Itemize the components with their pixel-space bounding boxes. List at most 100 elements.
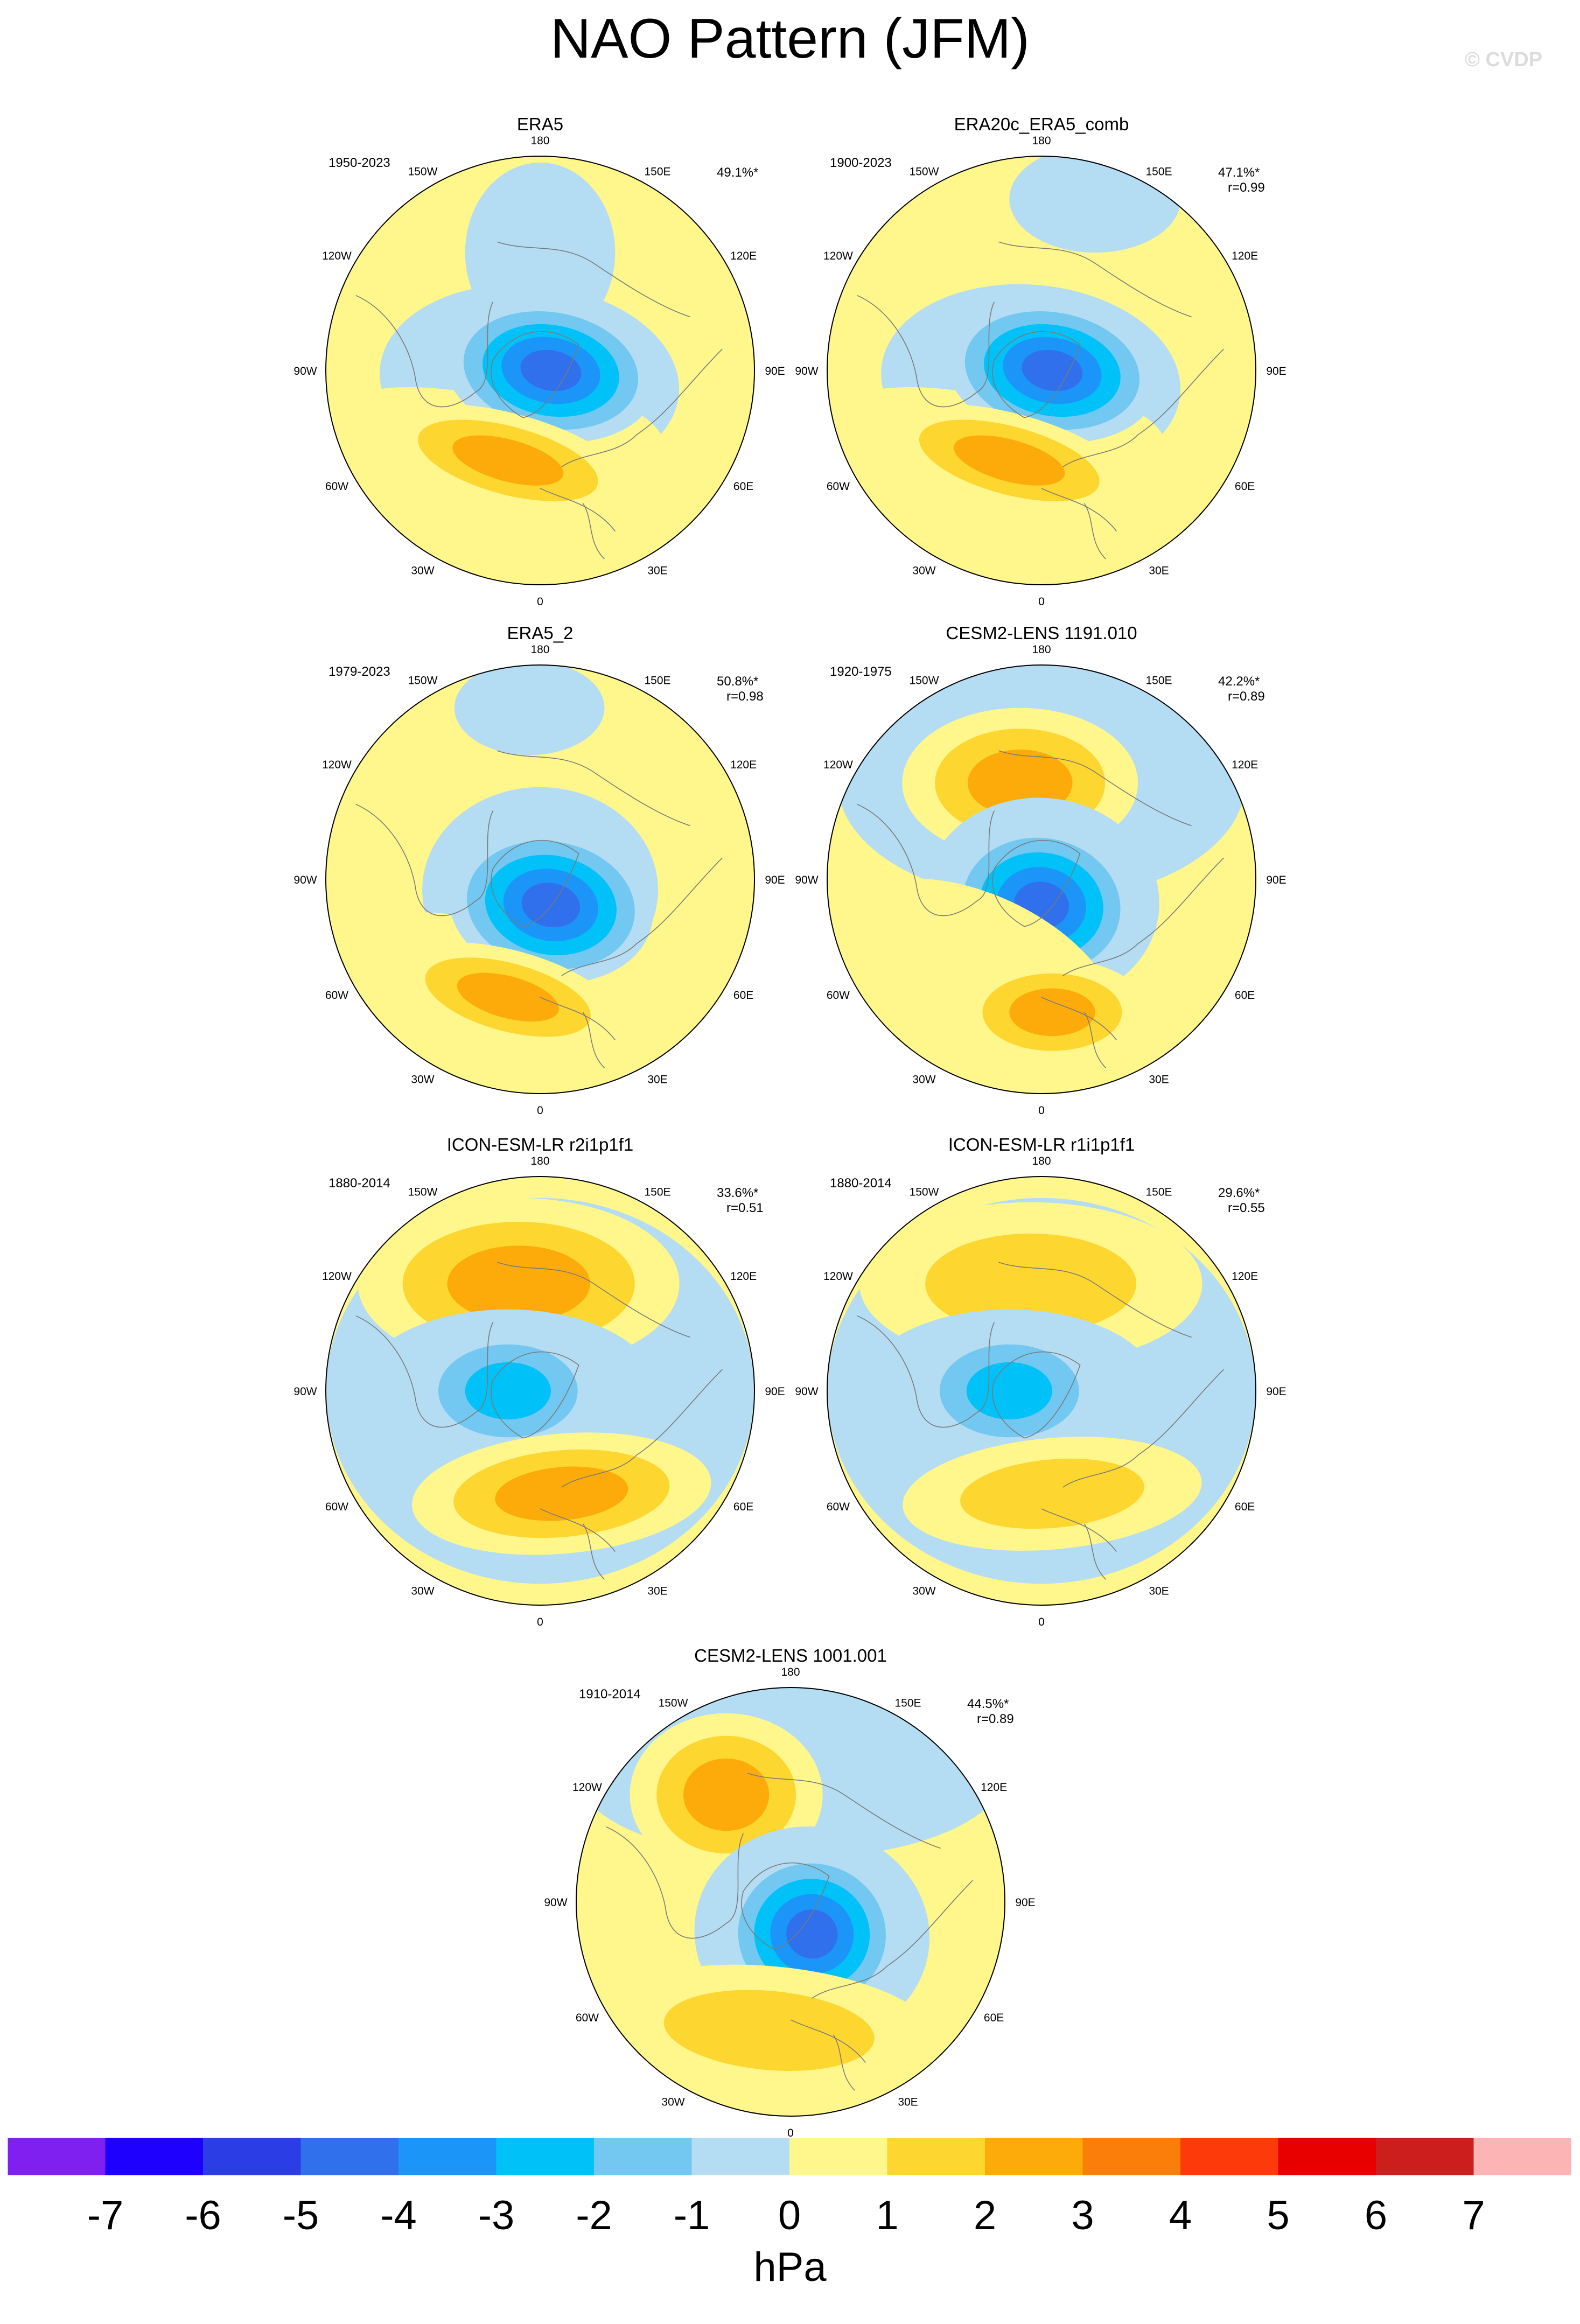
longitude-label: 30E <box>647 1585 667 1598</box>
coastline <box>992 331 1081 418</box>
contour-level <box>966 1362 1052 1420</box>
longitude-label: 90E <box>1266 874 1286 886</box>
map-panels: ERA5 1950-2023 49.1%* 180 150E 120E 90E 60E 30E 0… <box>293 114 1286 2139</box>
colorbar-swatch <box>594 2138 692 2175</box>
longitude-label: 60W <box>325 480 348 493</box>
colorbar-tick-label: 1 <box>876 2193 898 2238</box>
colorbar-tick-label: 5 <box>1267 2193 1289 2238</box>
coastline <box>355 803 494 916</box>
longitude-label: 120W <box>322 250 352 262</box>
longitude-label: 30W <box>912 1074 935 1086</box>
longitude-label: 60E <box>1235 480 1255 493</box>
coastline <box>812 1880 973 1999</box>
longitude-label: 120E <box>1232 1270 1258 1283</box>
coastline <box>1041 488 1117 559</box>
longitude-label: 90E <box>1266 1385 1286 1398</box>
longitude-label: 90W <box>795 1385 818 1398</box>
colorbar-tick-label: -1 <box>674 2193 710 2238</box>
longitude-label: 150E <box>644 674 670 687</box>
contour-level <box>520 349 582 391</box>
longitude-label: 0 <box>537 1616 543 1628</box>
coastline <box>491 839 579 927</box>
colorbar-swatch <box>496 2138 595 2175</box>
colorbar-tick-label: 6 <box>1365 2193 1387 2238</box>
colorbar-swatch <box>1376 2138 1474 2175</box>
longitude-label: 120E <box>730 759 757 771</box>
coastline <box>497 241 690 318</box>
coastline <box>606 1826 744 1939</box>
coastline <box>741 1862 830 1950</box>
longitude-label: 30W <box>411 1074 434 1086</box>
panel-title: ERA5_2 <box>507 623 574 643</box>
longitude-label: 120W <box>322 1270 352 1283</box>
coastline <box>355 295 494 408</box>
longitude-label: 90W <box>795 874 818 886</box>
longitude-label: 90E <box>1015 1896 1035 1909</box>
contour-field <box>326 1177 754 1605</box>
coastline <box>540 1508 616 1580</box>
colorbar-tick-label: -5 <box>283 2193 319 2238</box>
colorbar-unit: hPa <box>753 2244 827 2290</box>
colorbar-tick-label: 3 <box>1071 2193 1094 2238</box>
panel-period: 1950-2023 <box>328 156 390 170</box>
panel-variance: 29.6%* <box>1218 1186 1260 1200</box>
map-panel: CESM2-LENS 1191.010 1920-1975 42.2%*r=0.89… <box>795 623 1286 1117</box>
coastline <box>1062 348 1224 467</box>
panel-period: 1900-2023 <box>830 156 892 170</box>
coastline <box>561 348 723 467</box>
longitude-label: 180 <box>781 1666 800 1678</box>
contour-field <box>576 1688 1005 2116</box>
longitude-label: 90E <box>765 365 785 377</box>
coastline <box>992 1351 1081 1439</box>
longitude-label: 150W <box>408 674 438 687</box>
coastline <box>857 1315 995 1428</box>
longitude-label: 150E <box>1145 165 1172 178</box>
longitude-label: 60E <box>733 480 753 493</box>
contour-level <box>1009 156 1181 253</box>
panel-variance: 50.8%* <box>717 674 758 689</box>
contour-level <box>960 1458 1144 1529</box>
panel-variance: 33.6%* <box>717 1186 758 1200</box>
coastline <box>491 331 579 418</box>
contour-level <box>495 1466 628 1521</box>
longitude-label: 150E <box>644 165 670 178</box>
panel-correlation: r=0.89 <box>977 1712 1014 1726</box>
longitude-label: 120W <box>572 1781 602 1794</box>
map-boundary <box>827 1176 1256 1606</box>
map-boundary <box>827 156 1256 585</box>
watermark: © CVDP <box>1465 48 1543 71</box>
contour-level <box>1022 349 1083 391</box>
coastline <box>1062 1369 1224 1488</box>
panel-correlation: r=0.89 <box>1228 689 1265 704</box>
longitude-label: 150W <box>408 165 438 178</box>
longitude-label: 90W <box>544 1896 567 1909</box>
contour-field <box>827 665 1256 1094</box>
colorbar-swatch <box>985 2138 1083 2175</box>
colorbar-swatch <box>300 2138 399 2175</box>
longitude-label: 60W <box>576 2012 599 2024</box>
longitude-label: 0 <box>1038 1616 1045 1628</box>
panel-period: 1880-2014 <box>328 1176 390 1191</box>
longitude-label: 60W <box>325 989 348 1002</box>
longitude-label: 30E <box>1149 1585 1169 1598</box>
longitude-label: 120W <box>823 1270 853 1283</box>
colorbar-swatch <box>399 2138 497 2175</box>
colorbar-swatch <box>105 2138 204 2175</box>
colorbar-swatch <box>1082 2138 1181 2175</box>
longitude-label: 60W <box>325 1501 348 1513</box>
colorbar-swatch <box>203 2138 301 2175</box>
longitude-label: 90E <box>1266 365 1286 377</box>
longitude-label: 150W <box>910 674 939 687</box>
contour-field <box>827 1177 1256 1605</box>
coastline <box>561 857 723 976</box>
panel-title: ICON-ESM-LR r2i1p1f1 <box>447 1135 634 1154</box>
contour-field <box>326 156 754 585</box>
coastline <box>857 803 995 916</box>
map-boundary <box>325 664 755 1094</box>
map-boundary <box>827 664 1256 1094</box>
colorbar-swatch <box>789 2138 887 2175</box>
longitude-label: 90W <box>293 365 317 377</box>
longitude-label: 30E <box>647 565 667 577</box>
longitude-label: 150W <box>659 1697 688 1709</box>
map-panel: ERA5_2 1979-2023 50.8%*r=0.98 180 150E 120E 90… <box>293 623 785 1117</box>
